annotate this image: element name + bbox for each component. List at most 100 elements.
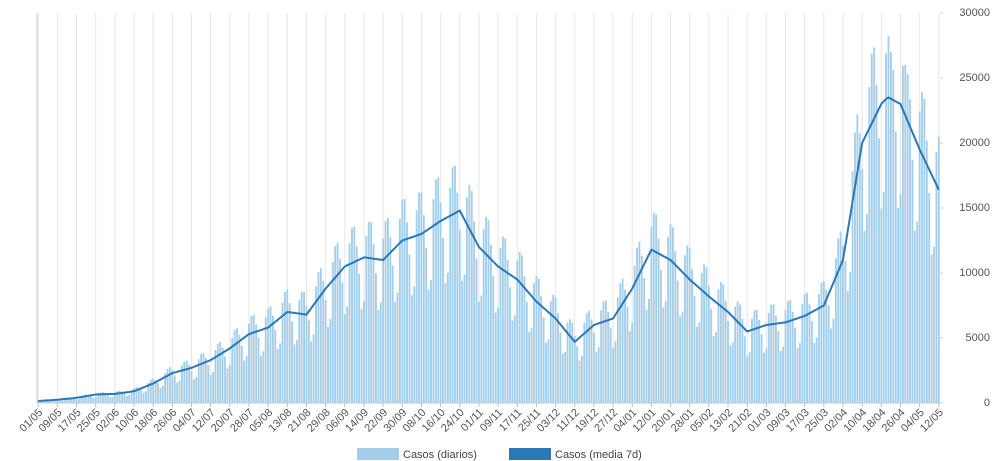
bar bbox=[137, 387, 140, 403]
bar bbox=[746, 356, 749, 403]
bar bbox=[818, 293, 820, 403]
bar bbox=[394, 302, 396, 403]
bar bbox=[779, 351, 782, 403]
bar bbox=[204, 357, 207, 403]
bar bbox=[489, 244, 492, 403]
bar bbox=[49, 399, 52, 403]
bar bbox=[798, 343, 801, 403]
bar bbox=[482, 229, 485, 403]
bar bbox=[432, 199, 435, 403]
bar bbox=[348, 243, 351, 403]
bar bbox=[221, 347, 224, 403]
bar bbox=[312, 334, 315, 403]
bar bbox=[85, 394, 88, 403]
bar bbox=[466, 197, 468, 403]
bar bbox=[566, 322, 569, 403]
bar bbox=[631, 322, 634, 403]
bar bbox=[648, 299, 650, 403]
bar bbox=[116, 391, 119, 403]
bar bbox=[650, 226, 653, 403]
bar bbox=[878, 138, 880, 403]
bar bbox=[487, 220, 490, 403]
bar bbox=[741, 318, 744, 403]
bar bbox=[657, 238, 660, 403]
bar bbox=[842, 245, 844, 403]
bar bbox=[784, 310, 787, 403]
bar bbox=[501, 236, 504, 403]
bar bbox=[442, 238, 444, 403]
bar bbox=[904, 65, 907, 403]
bar bbox=[909, 99, 911, 403]
bar bbox=[528, 331, 531, 403]
bar bbox=[295, 340, 298, 403]
bar bbox=[748, 352, 751, 403]
bar bbox=[233, 330, 236, 403]
bar bbox=[51, 399, 54, 403]
bar bbox=[755, 309, 758, 403]
bar bbox=[377, 309, 380, 403]
bar bbox=[767, 312, 770, 403]
bar bbox=[101, 392, 104, 403]
bar bbox=[667, 236, 670, 403]
bar bbox=[82, 395, 85, 403]
bar bbox=[660, 269, 662, 403]
bar bbox=[240, 345, 243, 403]
bar bbox=[695, 326, 698, 403]
bar bbox=[839, 231, 842, 403]
bar bbox=[92, 397, 95, 403]
bar bbox=[283, 291, 286, 403]
bar bbox=[384, 221, 387, 403]
bar bbox=[825, 289, 828, 403]
bar bbox=[331, 261, 334, 403]
bar bbox=[923, 98, 926, 404]
bar bbox=[279, 343, 282, 403]
bar bbox=[734, 306, 737, 403]
bar bbox=[674, 251, 677, 403]
bar bbox=[597, 347, 600, 403]
bar bbox=[145, 391, 147, 403]
bar bbox=[61, 400, 64, 403]
bar bbox=[894, 131, 897, 403]
bar bbox=[159, 387, 162, 403]
bar bbox=[889, 52, 892, 403]
bar bbox=[530, 328, 533, 403]
bar bbox=[245, 356, 248, 403]
bar bbox=[449, 187, 452, 403]
bar bbox=[276, 348, 279, 403]
bar bbox=[595, 351, 598, 403]
bar bbox=[176, 382, 179, 403]
bar bbox=[727, 321, 729, 403]
bar bbox=[652, 212, 655, 403]
bar bbox=[710, 308, 713, 403]
bar bbox=[207, 365, 210, 403]
bar bbox=[475, 258, 478, 403]
bar bbox=[267, 308, 270, 403]
bar bbox=[408, 254, 411, 403]
bar bbox=[413, 286, 416, 403]
y-tick-label: 15000 bbox=[959, 202, 990, 214]
bar bbox=[736, 301, 739, 403]
bar bbox=[856, 114, 859, 403]
bar bbox=[252, 314, 255, 403]
bar bbox=[190, 371, 193, 403]
bar bbox=[602, 301, 605, 403]
bar bbox=[542, 317, 545, 403]
bar bbox=[770, 304, 773, 403]
bar bbox=[545, 342, 547, 403]
bar bbox=[339, 258, 341, 403]
bar bbox=[248, 323, 250, 403]
bar bbox=[161, 385, 164, 403]
bar bbox=[343, 314, 346, 403]
bar bbox=[813, 342, 816, 403]
bar bbox=[260, 355, 262, 403]
bar bbox=[94, 397, 97, 403]
bar bbox=[367, 221, 370, 403]
bar bbox=[751, 318, 753, 403]
y-tick-label: 30000 bbox=[959, 7, 990, 19]
bar bbox=[118, 390, 121, 403]
bar bbox=[815, 337, 818, 403]
bar bbox=[789, 300, 792, 403]
bar bbox=[39, 401, 42, 403]
bar bbox=[298, 300, 301, 403]
